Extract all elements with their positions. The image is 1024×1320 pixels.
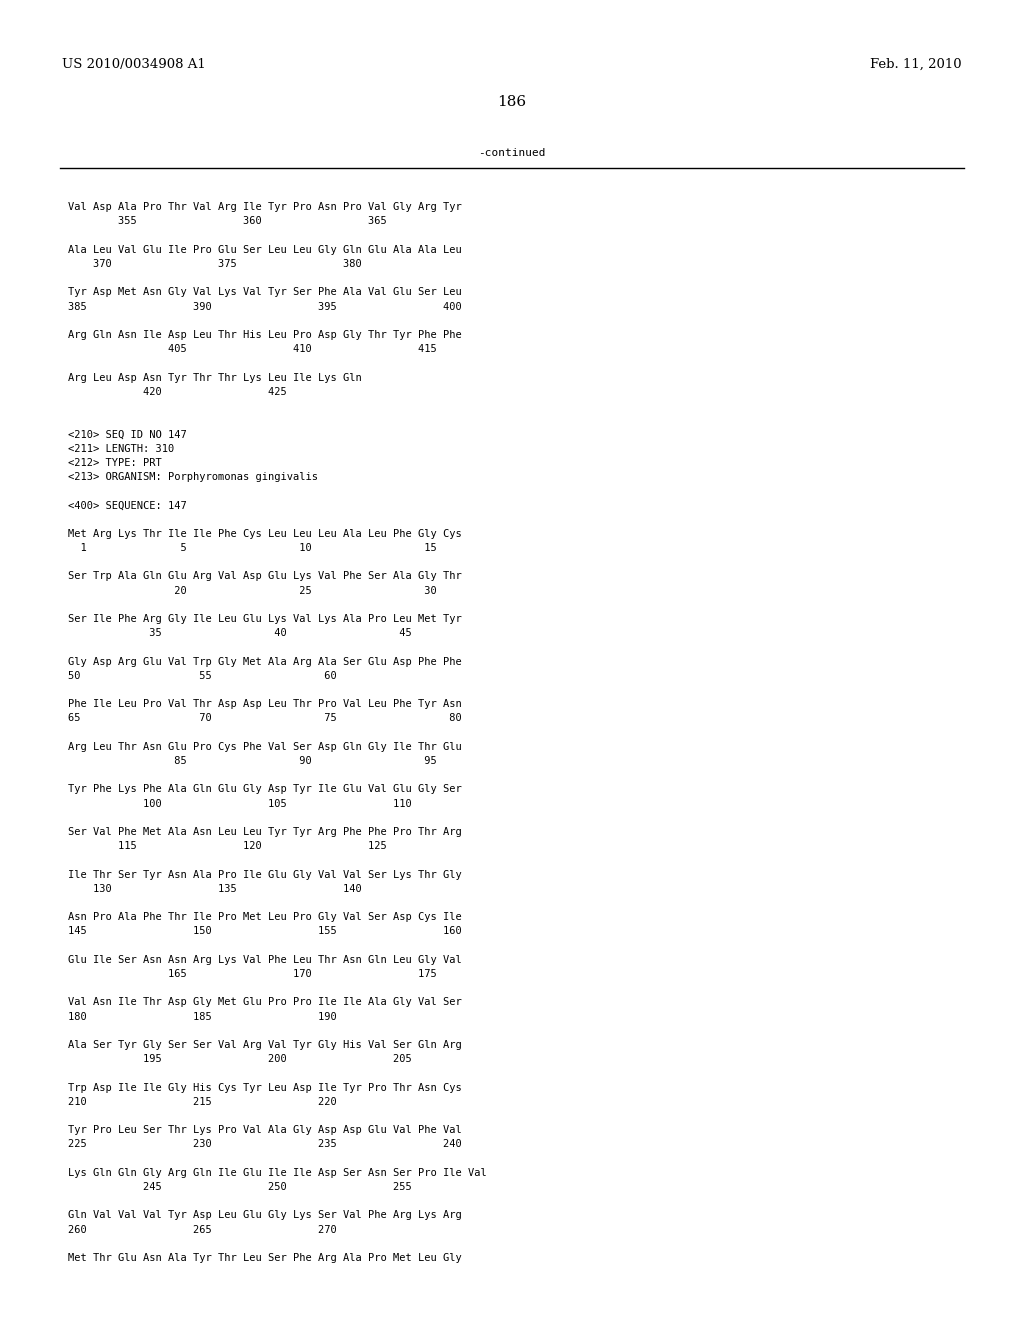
Text: 1               5                  10                  15: 1 5 10 15 [68,543,437,553]
Text: Val Asn Ile Thr Asp Gly Met Glu Pro Pro Ile Ile Ala Gly Val Ser: Val Asn Ile Thr Asp Gly Met Glu Pro Pro … [68,998,462,1007]
Text: 420                 425: 420 425 [68,387,287,397]
Text: 260                 265                 270: 260 265 270 [68,1225,337,1234]
Text: Lys Gln Gln Gly Arg Gln Ile Glu Ile Ile Asp Ser Asn Ser Pro Ile Val: Lys Gln Gln Gly Arg Gln Ile Glu Ile Ile … [68,1168,486,1177]
Text: Phe Ile Leu Pro Val Thr Asp Asp Leu Thr Pro Val Leu Phe Tyr Asn: Phe Ile Leu Pro Val Thr Asp Asp Leu Thr … [68,700,462,709]
Text: Ala Leu Val Glu Ile Pro Glu Ser Leu Leu Gly Gln Glu Ala Ala Leu: Ala Leu Val Glu Ile Pro Glu Ser Leu Leu … [68,244,462,255]
Text: Ser Trp Ala Gln Glu Arg Val Asp Glu Lys Val Phe Ser Ala Gly Thr: Ser Trp Ala Gln Glu Arg Val Asp Glu Lys … [68,572,462,581]
Text: 100                 105                 110: 100 105 110 [68,799,412,809]
Text: Tyr Asp Met Asn Gly Val Lys Val Tyr Ser Phe Ala Val Glu Ser Leu: Tyr Asp Met Asn Gly Val Lys Val Tyr Ser … [68,288,462,297]
Text: Gly Asp Arg Glu Val Trp Gly Met Ala Arg Ala Ser Glu Asp Phe Phe: Gly Asp Arg Glu Val Trp Gly Met Ala Arg … [68,656,462,667]
Text: 186: 186 [498,95,526,110]
Text: Glu Ile Ser Asn Asn Arg Lys Val Phe Leu Thr Asn Gln Leu Gly Val: Glu Ile Ser Asn Asn Arg Lys Val Phe Leu … [68,954,462,965]
Text: <211> LENGTH: 310: <211> LENGTH: 310 [68,444,174,454]
Text: Met Thr Glu Asn Ala Tyr Thr Leu Ser Phe Arg Ala Pro Met Leu Gly: Met Thr Glu Asn Ala Tyr Thr Leu Ser Phe … [68,1253,462,1263]
Text: 355                 360                 365: 355 360 365 [68,216,387,227]
Text: Ile Thr Ser Tyr Asn Ala Pro Ile Glu Gly Val Val Ser Lys Thr Gly: Ile Thr Ser Tyr Asn Ala Pro Ile Glu Gly … [68,870,462,879]
Text: 65                   70                  75                  80: 65 70 75 80 [68,713,462,723]
Text: Ser Val Phe Met Ala Asn Leu Leu Tyr Tyr Arg Phe Phe Pro Thr Arg: Ser Val Phe Met Ala Asn Leu Leu Tyr Tyr … [68,828,462,837]
Text: 225                 230                 235                 240: 225 230 235 240 [68,1139,462,1150]
Text: 145                 150                 155                 160: 145 150 155 160 [68,927,462,936]
Text: Feb. 11, 2010: Feb. 11, 2010 [870,58,962,71]
Text: 370                 375                 380: 370 375 380 [68,259,361,269]
Text: 210                 215                 220: 210 215 220 [68,1097,337,1106]
Text: Met Arg Lys Thr Ile Ile Phe Cys Leu Leu Leu Ala Leu Phe Gly Cys: Met Arg Lys Thr Ile Ile Phe Cys Leu Leu … [68,529,462,539]
Text: <213> ORGANISM: Porphyromonas gingivalis: <213> ORGANISM: Porphyromonas gingivalis [68,473,318,482]
Text: US 2010/0034908 A1: US 2010/0034908 A1 [62,58,206,71]
Text: 165                 170                 175: 165 170 175 [68,969,437,979]
Text: 245                 250                 255: 245 250 255 [68,1181,412,1192]
Text: 195                 200                 205: 195 200 205 [68,1055,412,1064]
Text: Tyr Pro Leu Ser Thr Lys Pro Val Ala Gly Asp Asp Glu Val Phe Val: Tyr Pro Leu Ser Thr Lys Pro Val Ala Gly … [68,1125,462,1135]
Text: 35                  40                  45: 35 40 45 [68,628,412,638]
Text: -continued: -continued [478,148,546,158]
Text: <400> SEQUENCE: 147: <400> SEQUENCE: 147 [68,500,186,511]
Text: 180                 185                 190: 180 185 190 [68,1011,337,1022]
Text: Arg Gln Asn Ile Asp Leu Thr His Leu Pro Asp Gly Thr Tyr Phe Phe: Arg Gln Asn Ile Asp Leu Thr His Leu Pro … [68,330,462,341]
Text: Ala Ser Tyr Gly Ser Ser Val Arg Val Tyr Gly His Val Ser Gln Arg: Ala Ser Tyr Gly Ser Ser Val Arg Val Tyr … [68,1040,462,1049]
Text: <210> SEQ ID NO 147: <210> SEQ ID NO 147 [68,429,186,440]
Text: 385                 390                 395                 400: 385 390 395 400 [68,301,462,312]
Text: Ser Ile Phe Arg Gly Ile Leu Glu Lys Val Lys Ala Pro Leu Met Tyr: Ser Ile Phe Arg Gly Ile Leu Glu Lys Val … [68,614,462,624]
Text: Arg Leu Thr Asn Glu Pro Cys Phe Val Ser Asp Gln Gly Ile Thr Glu: Arg Leu Thr Asn Glu Pro Cys Phe Val Ser … [68,742,462,752]
Text: Arg Leu Asp Asn Tyr Thr Thr Lys Leu Ile Lys Gln: Arg Leu Asp Asn Tyr Thr Thr Lys Leu Ile … [68,372,361,383]
Text: 50                   55                  60: 50 55 60 [68,671,337,681]
Text: Val Asp Ala Pro Thr Val Arg Ile Tyr Pro Asn Pro Val Gly Arg Tyr: Val Asp Ala Pro Thr Val Arg Ile Tyr Pro … [68,202,462,213]
Text: 20                  25                  30: 20 25 30 [68,586,437,595]
Text: 405                 410                 415: 405 410 415 [68,345,437,354]
Text: 115                 120                 125: 115 120 125 [68,841,387,851]
Text: Gln Val Val Val Tyr Asp Leu Glu Gly Lys Ser Val Phe Arg Lys Arg: Gln Val Val Val Tyr Asp Leu Glu Gly Lys … [68,1210,462,1221]
Text: Tyr Phe Lys Phe Ala Gln Glu Gly Asp Tyr Ile Glu Val Glu Gly Ser: Tyr Phe Lys Phe Ala Gln Glu Gly Asp Tyr … [68,784,462,795]
Text: Asn Pro Ala Phe Thr Ile Pro Met Leu Pro Gly Val Ser Asp Cys Ile: Asn Pro Ala Phe Thr Ile Pro Met Leu Pro … [68,912,462,923]
Text: Trp Asp Ile Ile Gly His Cys Tyr Leu Asp Ile Tyr Pro Thr Asn Cys: Trp Asp Ile Ile Gly His Cys Tyr Leu Asp … [68,1082,462,1093]
Text: 85                  90                  95: 85 90 95 [68,756,437,766]
Text: <212> TYPE: PRT: <212> TYPE: PRT [68,458,162,467]
Text: 130                 135                 140: 130 135 140 [68,884,361,894]
